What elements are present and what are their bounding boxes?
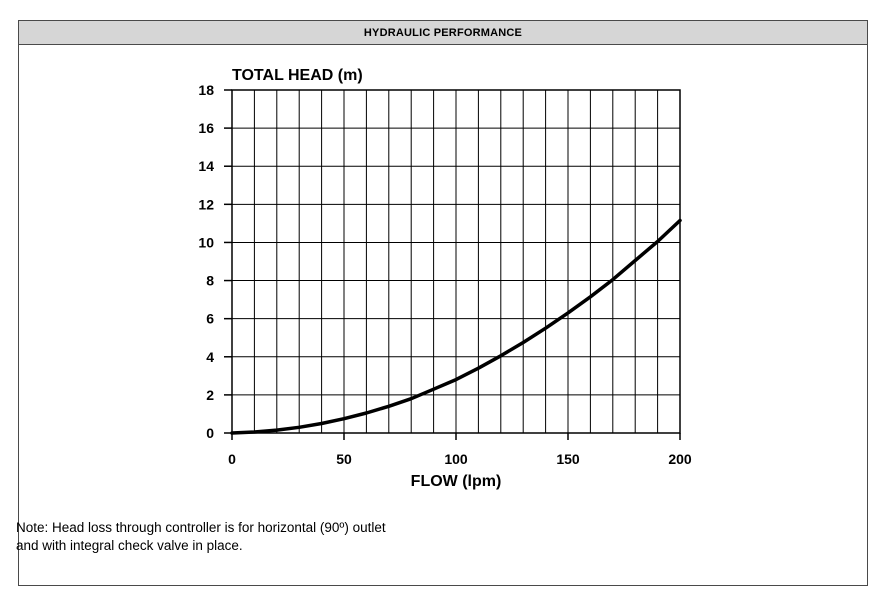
chart-grid: [232, 90, 680, 433]
x-tick-label: 100: [444, 451, 468, 467]
y-tick-label: 0: [206, 425, 214, 441]
y-tick-label: 18: [198, 82, 214, 98]
x-axis-ticks: 0 50 100 150 200: [228, 433, 692, 467]
hydraulic-performance-panel: HYDRAULIC PERFORMANCE: [18, 20, 868, 586]
y-tick-label: 12: [198, 196, 214, 212]
y-axis-label: TOTAL HEAD (m): [232, 67, 363, 84]
y-tick-label: 8: [206, 273, 214, 289]
panel-title: HYDRAULIC PERFORMANCE: [363, 26, 523, 39]
x-tick-label: 150: [556, 451, 580, 467]
x-tick-label: 200: [668, 451, 692, 467]
y-axis-ticks: 0 2 4 6 8 10 12 14 16 18: [198, 82, 232, 441]
footnote: Note: Head loss through controller is fo…: [16, 520, 386, 553]
x-tick-label: 0: [228, 451, 236, 467]
x-axis-label: FLOW (lpm): [411, 473, 502, 490]
series-line: [230, 218, 682, 435]
y-tick-label: 4: [206, 349, 214, 365]
y-tick-label: 16: [198, 120, 214, 136]
y-tick-label: 10: [198, 234, 214, 250]
y-tick-label: 6: [206, 311, 214, 327]
y-tick-label: 2: [206, 387, 214, 403]
panel-header: HYDRAULIC PERFORMANCE: [19, 21, 867, 45]
y-tick-label: 14: [198, 158, 214, 174]
x-tick-label: 50: [336, 451, 352, 467]
